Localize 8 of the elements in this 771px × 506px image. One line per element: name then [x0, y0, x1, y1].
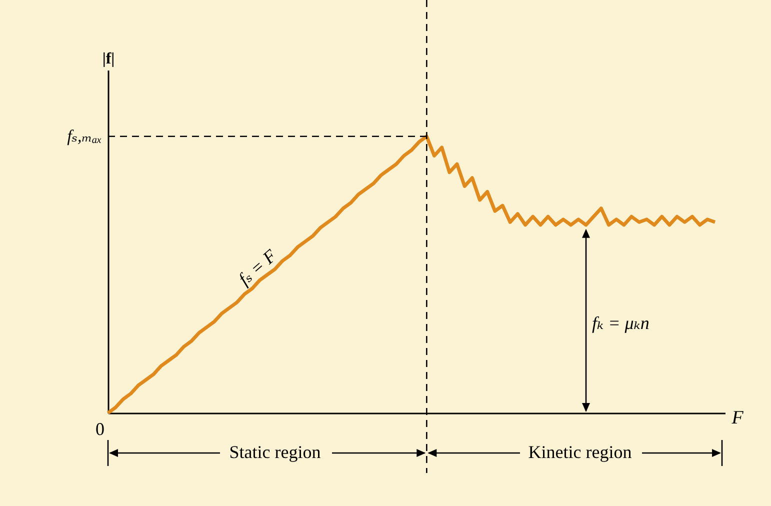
- text: Kinetic region: [528, 442, 632, 462]
- ref-line-label: fₛ,ₘₐₓ: [67, 126, 102, 146]
- y-axis-title: |f|: [102, 50, 115, 68]
- text: 0: [96, 419, 104, 439]
- text: Static region: [229, 442, 321, 462]
- annotation: fₖ = μₖn: [592, 313, 650, 333]
- annotation: fₛ = F: [234, 244, 281, 289]
- x-axis-title: F: [730, 408, 744, 428]
